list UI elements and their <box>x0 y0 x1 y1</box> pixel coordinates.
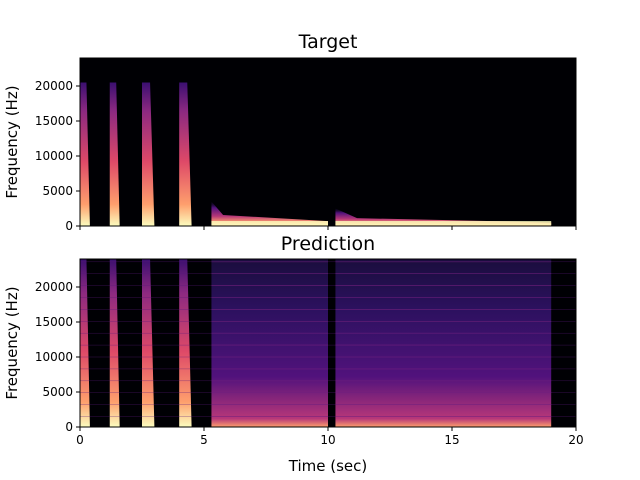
y-tick-label: 5000 <box>42 385 73 399</box>
prediction-panel: Prediction Frequency (Hz) Time (sec) 0 5 1… <box>3 233 584 475</box>
target-x-ticks <box>79 226 577 230</box>
prediction-x-ticks: 0 5 10 15 20 <box>76 427 584 447</box>
y-tick-label: 20000 <box>35 280 73 294</box>
spectrogram-segment <box>80 259 90 427</box>
x-tick-label: 15 <box>444 433 459 447</box>
spectrogram-segment <box>109 82 120 226</box>
spectrogram-segment-lowfreq <box>335 221 552 225</box>
spectrogram-segment <box>109 259 120 427</box>
x-tick-label: 0 <box>76 433 84 447</box>
spectrogram-segment <box>179 259 192 427</box>
y-tick-label: 15000 <box>35 315 73 329</box>
spectrogram-segment <box>211 201 328 226</box>
prediction-title: Prediction <box>281 233 375 255</box>
y-tick-label: 20000 <box>35 79 73 93</box>
spectrogram-segment <box>335 259 552 427</box>
x-tick-label: 10 <box>320 433 335 447</box>
target-panel: Target Frequency (Hz) 0 5000 10000 15000 200… <box>3 31 577 233</box>
y-tick-label: 10000 <box>35 149 73 163</box>
spectrogram-segment <box>142 259 155 427</box>
prediction-y-ticks: 0 5000 10000 15000 20000 <box>35 280 80 434</box>
x-tick-label: 5 <box>200 433 208 447</box>
prediction-xlabel: Time (sec) <box>288 457 367 475</box>
y-tick-label: 15000 <box>35 114 73 128</box>
target-title: Target <box>298 31 358 53</box>
prediction-spectrogram <box>80 259 576 427</box>
target-spectrogram <box>80 82 552 226</box>
prediction-ylabel: Frequency (Hz) <box>3 286 21 399</box>
spectrogram-segment <box>142 82 155 226</box>
target-plot-area <box>80 58 576 226</box>
y-tick-label: 10000 <box>35 350 73 364</box>
y-tick-label: 0 <box>65 420 73 434</box>
spectrogram-segment <box>80 82 90 226</box>
spectrogram-segment <box>179 82 192 226</box>
x-tick-label: 20 <box>568 433 583 447</box>
target-ylabel: Frequency (Hz) <box>3 85 21 198</box>
y-tick-label: 0 <box>65 219 73 233</box>
target-y-ticks: 0 5000 10000 15000 20000 <box>35 79 80 233</box>
spectrogram-segment-lowfreq <box>211 221 328 225</box>
spectrogram-segment <box>211 259 328 427</box>
y-tick-label: 5000 <box>42 184 73 198</box>
